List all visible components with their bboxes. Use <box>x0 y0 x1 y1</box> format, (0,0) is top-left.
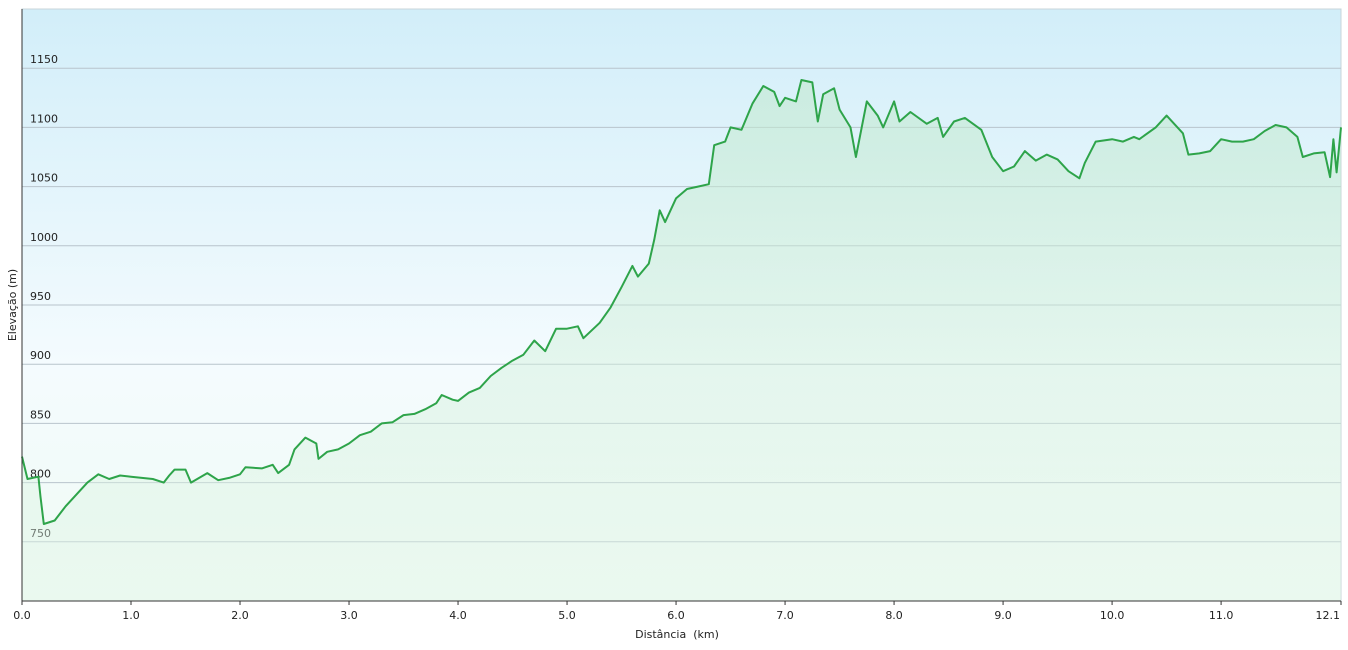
x-tick-label: 6.0 <box>667 609 685 622</box>
y-tick-label: 900 <box>30 349 51 362</box>
y-axis-label: Elevação (m) <box>6 269 19 341</box>
x-tick-label: 4.0 <box>449 609 467 622</box>
y-tick-label: 950 <box>30 290 51 303</box>
x-tick-label: 7.0 <box>776 609 794 622</box>
y-tick-label: 1000 <box>30 231 58 244</box>
x-tick-label: 3.0 <box>340 609 358 622</box>
y-tick-label: 1150 <box>30 53 58 66</box>
area-fill <box>22 80 1341 601</box>
x-tick-label: 8.0 <box>885 609 903 622</box>
y-tick-label: 1100 <box>30 112 58 125</box>
x-tick-label: 2.0 <box>231 609 249 622</box>
x-tick-label: 10.0 <box>1100 609 1125 622</box>
x-tick-label: 1.0 <box>122 609 140 622</box>
elevation-line <box>21 79 1342 525</box>
y-tick-label: 850 <box>30 408 51 421</box>
x-axis-label: Distância (km) <box>635 628 719 641</box>
x-tick-label: 11.0 <box>1209 609 1234 622</box>
x-tick-label: 5.0 <box>558 609 576 622</box>
y-tick-label: 1050 <box>30 172 58 185</box>
x-tick-label: 12.1 <box>1316 609 1341 622</box>
x-tick-label: 9.0 <box>994 609 1012 622</box>
x-tick-label: 0.0 <box>13 609 31 622</box>
